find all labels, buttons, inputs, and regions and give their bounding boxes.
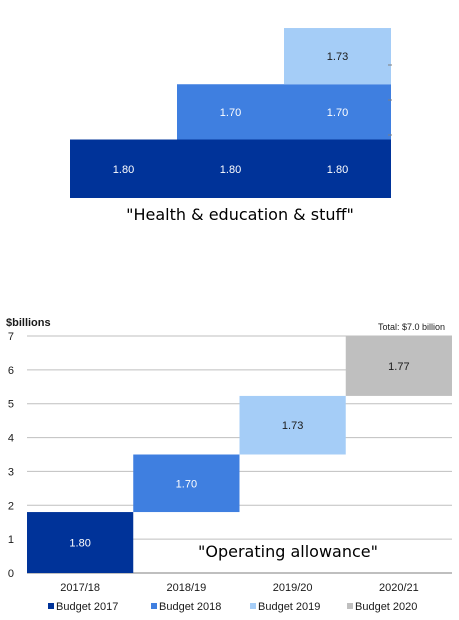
bottom-caption: "Operating allowance" — [198, 542, 378, 561]
y-tick-label-2: 2 — [8, 500, 14, 512]
y-tick-label-1: 1 — [8, 534, 14, 546]
top-segment-label-0-0: 1.80 — [113, 164, 134, 176]
bottom-y-ticks: 0 1 2 3 4 5 6 7 — [8, 331, 14, 580]
top-segment-2-2 — [284, 28, 391, 85]
bar-2017/18 — [27, 512, 134, 573]
top-segment-label-2-2: 1.73 — [327, 51, 348, 63]
top-segment-2-0 — [284, 139, 391, 198]
top-segment-label-2-1: 1.70 — [327, 107, 348, 119]
legend-swatch-budget2019 — [250, 603, 256, 609]
legend-swatch-budget2020 — [347, 603, 353, 609]
top-segment-label-1-1: 1.70 — [220, 107, 241, 119]
legend: Budget 2017 Budget 2018 Budget 2019 Budget … — [48, 601, 417, 613]
y-tick-label-4: 4 — [8, 433, 14, 445]
y-axis-unit-label: $billions — [6, 317, 51, 329]
y-tick-label-3: 3 — [8, 466, 14, 478]
bar-value-label-2019/20: 1.73 — [282, 420, 303, 432]
legend-swatch-budget2018 — [151, 603, 157, 609]
legend-swatch-budget2017 — [48, 603, 54, 609]
bar-2019/20 — [239, 395, 346, 455]
bar-value-label-2020/21: 1.77 — [388, 361, 409, 373]
bar-2018/19 — [133, 454, 240, 513]
bottom-waterfall-bars: 1.80 1.70 1.73 1.77 — [27, 336, 452, 573]
total-label: Total: $7.0 billion — [378, 322, 445, 332]
top-stacked-chart: 1.80 1.80 1.80 1.70 1.70 1.73 — [70, 28, 392, 198]
top-caption: "Health & education & stuff" — [126, 205, 354, 224]
legend-label-budget2017: Budget 2017 — [56, 601, 118, 613]
legend-label-budget2019: Budget 2019 — [258, 601, 320, 613]
x-category-label-2018/19: 2018/19 — [166, 582, 206, 594]
y-tick-label-7: 7 — [8, 331, 14, 343]
top-segment-2-1 — [284, 84, 391, 140]
bar-value-label-2017/18: 1.80 — [69, 538, 90, 550]
legend-label-budget2020: Budget 2020 — [355, 601, 417, 613]
y-tick-label-6: 6 — [8, 365, 14, 377]
bar-value-label-2018/19: 1.70 — [176, 478, 197, 490]
top-segment-1-1 — [177, 84, 284, 140]
x-category-label-2020/21: 2020/21 — [379, 582, 419, 594]
top-segment-1-0 — [177, 139, 284, 198]
y-tick-label-0: 0 — [8, 568, 14, 580]
bottom-x-categories: 2017/18 2018/19 2019/20 2020/21 — [60, 582, 419, 594]
top-segment-label-1-0: 1.80 — [220, 164, 241, 176]
legend-label-budget2018: Budget 2018 — [159, 601, 221, 613]
x-category-label-2019/20: 2019/20 — [273, 582, 313, 594]
top-segment-label-2-0: 1.80 — [327, 164, 348, 176]
top-segment-0-0 — [70, 139, 177, 198]
x-category-label-2017/18: 2017/18 — [60, 582, 100, 594]
y-tick-label-5: 5 — [8, 399, 14, 411]
bar-2020/21 — [345, 336, 452, 396]
